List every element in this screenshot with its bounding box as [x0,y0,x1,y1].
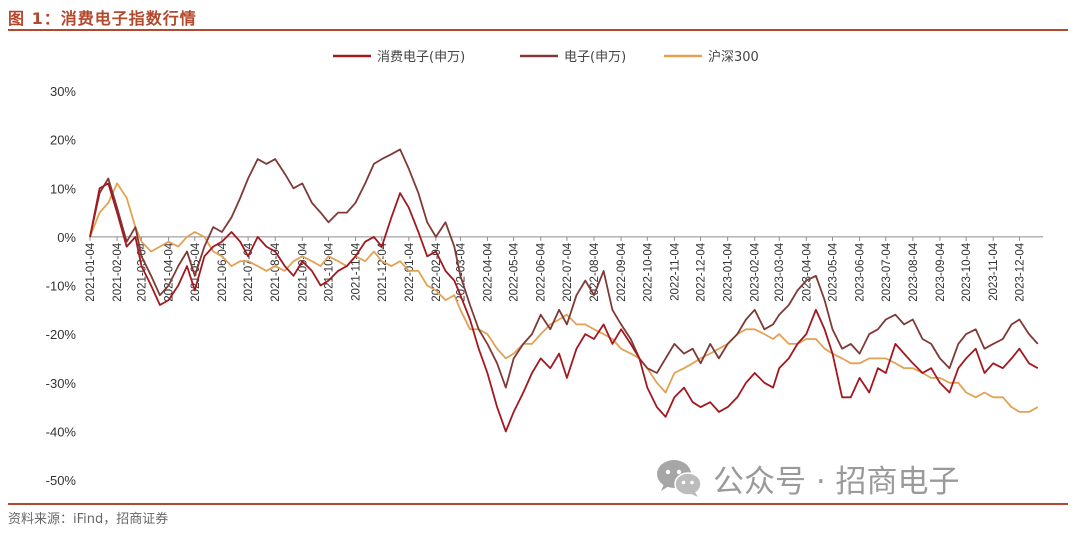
x-tick-label: 2022-01-04 [404,242,416,301]
x-tick-label: 2022-07-04 [562,242,574,301]
x-tick-label: 2021-06-04 [217,242,229,301]
x-tick-label: 2021-11-04 [351,242,363,301]
legend-label: 消费电子(申万) [377,50,465,65]
y-tick-label: -50% [46,473,77,488]
x-tick-label: 2022-09-04 [616,242,628,301]
series-line-0 [89,182,1039,433]
series-line-1 [89,148,1039,389]
y-tick-label: 10% [50,181,76,196]
x-tick-label: 2022-06-04 [536,242,548,301]
x-tick-label: 2022-12-04 [696,242,708,301]
x-tick-label: 2023-04-04 [801,242,813,301]
x-tick-label: 2022-02-04 [431,242,443,301]
bottom-rule [8,503,1068,505]
x-axis: 2021-01-04 2021-02-04 2021-03-04 2021-04-04… [85,236,1043,302]
x-tick-label: 2021-10-04 [323,242,335,301]
x-tick-label: 2023-10-04 [961,242,973,301]
y-tick-label: 20% [50,133,76,148]
x-tick-label: 2023-08-04 [908,242,920,301]
x-tick-label: 2022-11-04 [669,242,681,301]
x-tick-label: 2022-10-04 [642,242,654,301]
legend-label: 沪深300 [708,49,759,65]
figure-title: 图 1：消费电子指数行情 [8,9,197,28]
x-tick-label: 2023-01-04 [723,242,735,301]
legend-label: 电子(申万) [564,50,626,65]
x-tick-label: 2022-04-04 [482,242,494,301]
y-tick-label: -20% [46,327,77,342]
x-tick-label: 2021-09-04 [297,242,309,301]
y-tick-label: -40% [46,424,77,439]
x-tick-label: 2023-02-04 [750,242,762,301]
x-tick-label: 2022-05-04 [509,242,521,301]
x-tick-label: 2021-02-04 [112,242,124,301]
top-rule [8,29,1068,31]
x-tick-label: 2023-12-04 [1014,242,1026,301]
x-tick-label: 2021-12-04 [377,242,389,301]
watermark: 公众号 · 招商电子 [655,456,960,500]
x-tick-label: 2021-01-04 [85,242,97,301]
x-tick-label: 2023-06-04 [855,242,867,301]
x-tick-label: 2023-05-04 [827,242,839,301]
y-tick-label: -10% [46,279,77,294]
y-axis: 30% 20% 10% 0% -10% -20% -30% -40% -50% [46,84,77,488]
x-tick-label: 2023-09-04 [935,242,947,301]
x-tick-label: 2023-03-04 [774,242,786,301]
x-tick-label: 2023-07-04 [881,242,893,301]
y-tick-label: -30% [46,376,77,391]
watermark-text: 公众号 · 招商电子 [713,463,960,500]
y-tick-label: 30% [50,84,76,99]
source-note: 资料来源：iFind，招商证券 [8,512,169,527]
x-tick-label: 2021-07-04 [243,242,255,301]
x-tick-label: 2021-08-04 [270,242,282,301]
chart-series [89,148,1039,433]
chart-legend: 消费电子(申万) 电子(申万) 沪深300 [333,49,759,65]
x-tick-label: 2023-11-04 [988,242,1000,301]
wechat-icon [657,460,702,497]
y-tick-label: 0% [57,230,76,245]
